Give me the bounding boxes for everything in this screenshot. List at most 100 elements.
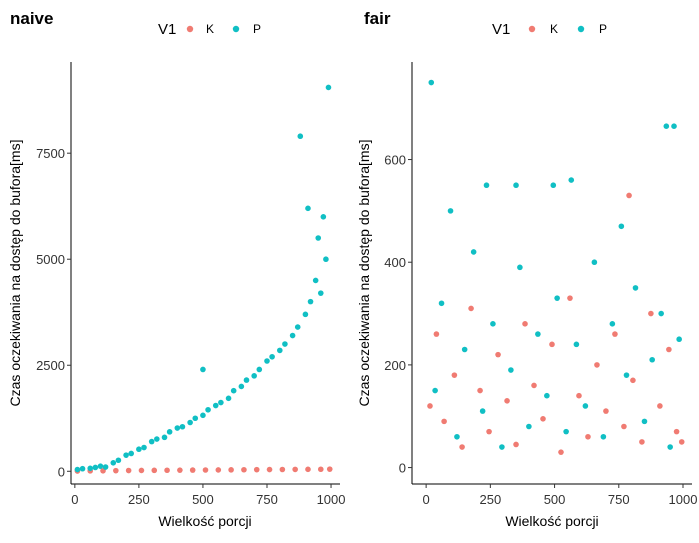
point-K-naive (326, 466, 333, 472)
legend-key-P-naive (232, 25, 240, 33)
point-K-fair (477, 387, 483, 394)
x-tick-label-fair: 0 (423, 492, 430, 507)
point-K-fair (639, 439, 645, 445)
point-P-naive (325, 84, 332, 91)
point-K-fair (594, 362, 600, 368)
point-P-naive (192, 415, 199, 422)
point-P-fair (544, 392, 550, 399)
point-P-fair (641, 418, 648, 425)
point-P-fair (649, 356, 655, 363)
point-P-fair (676, 336, 682, 343)
legend-key-K-naive (186, 25, 194, 33)
point-P-fair (671, 123, 677, 129)
point-P-fair (582, 403, 589, 409)
point-P-fair (609, 321, 616, 327)
point-P-fair (438, 300, 445, 307)
y-axis-label-naive: Czas oczekiwania na dostęp do bufora[ms] (7, 140, 23, 407)
point-P-fair (663, 123, 670, 129)
y-tick-label-fair: 600 (384, 153, 406, 168)
point-K-fair (666, 346, 672, 353)
point-P-naive (230, 387, 237, 394)
point-P-fair (618, 223, 625, 230)
panel-naive: naive V1 K P 0 2500 5000 7500 0 250 500 750 100… (7, 9, 345, 529)
point-P-naive (307, 298, 314, 305)
point-P-naive (161, 434, 168, 441)
legend-fair: V1 K P (492, 21, 607, 38)
point-K-naive (189, 467, 196, 473)
point-K-fair (576, 392, 582, 399)
point-P-fair (623, 372, 630, 378)
point-P-fair (428, 79, 435, 86)
point-K-naive (253, 466, 260, 473)
point-P-fair (483, 182, 490, 189)
point-P-naive (200, 412, 206, 419)
point-P-fair (667, 444, 673, 450)
x-ticks-fair: 0 250 500 750 1000 (423, 484, 698, 507)
point-K-naive (202, 467, 209, 473)
point-P-naive (315, 235, 322, 241)
point-P-naive (256, 366, 263, 373)
point-P-fair (526, 423, 532, 430)
point-P-fair (600, 433, 607, 440)
x-axis-label-fair: Wielkość porcji (505, 513, 598, 529)
point-K-fair (558, 449, 564, 455)
point-P-naive (187, 419, 193, 426)
point-K-fair (673, 428, 680, 435)
point-P-naive (115, 457, 122, 464)
point-K-naive (164, 467, 170, 474)
point-P-naive (205, 406, 211, 413)
point-P-naive (276, 347, 283, 354)
point-P-naive (174, 425, 181, 431)
x-tick-label-naive: 0 (71, 492, 78, 507)
point-K-naive (138, 467, 145, 474)
point-P-fair (499, 444, 505, 450)
point-P-naive (251, 373, 257, 379)
point-P-naive (305, 205, 311, 212)
x-tick-label-naive: 750 (256, 492, 278, 507)
point-K-naive (151, 467, 158, 474)
legend-title-naive: V1 (158, 21, 176, 38)
point-P-fair (658, 310, 664, 317)
x-tick-label-naive: 500 (192, 492, 214, 507)
point-K-naive (177, 467, 183, 473)
point-P-fair (517, 264, 523, 271)
point-K-fair (540, 416, 546, 422)
y-tick-label-naive: 7500 (36, 146, 65, 161)
x-tick-label-fair: 1000 (669, 492, 698, 507)
point-P-fair (490, 321, 496, 327)
point-P-naive (154, 436, 160, 442)
point-K-fair (441, 418, 447, 425)
point-P-naive (87, 465, 94, 472)
legend-label-P-fair: P (599, 22, 607, 36)
point-P-fair (508, 367, 514, 373)
point-K-naive (305, 466, 311, 473)
y-tick-label-fair: 400 (384, 255, 406, 270)
point-P-naive (136, 446, 142, 453)
point-P-naive (323, 256, 329, 263)
points-fair (427, 79, 685, 455)
x-ticks-naive: 0 250 500 750 1000 (71, 484, 345, 507)
point-K-naive (125, 467, 132, 474)
point-P-fair (479, 408, 486, 414)
point-P-fair (447, 208, 454, 214)
x-tick-label-naive: 1000 (317, 492, 346, 507)
point-P-fair (591, 259, 598, 266)
point-P-naive (294, 324, 301, 330)
point-K-fair (513, 441, 519, 448)
point-P-fair (535, 331, 541, 337)
point-P-fair (513, 182, 519, 189)
y-ticks-naive: 0 2500 5000 7500 (36, 146, 71, 479)
point-P-naive (79, 465, 86, 472)
point-K-naive (292, 466, 298, 473)
point-K-fair (522, 321, 528, 327)
legend-title-fair: V1 (492, 21, 510, 38)
y-tick-label-naive: 5000 (36, 252, 65, 267)
point-K-fair (630, 377, 636, 384)
point-P-naive (282, 341, 288, 347)
point-P-naive (269, 353, 275, 360)
point-P-fair (563, 428, 569, 435)
point-P-naive (312, 277, 319, 284)
point-P-naive (141, 444, 147, 451)
point-K-fair (451, 372, 458, 378)
